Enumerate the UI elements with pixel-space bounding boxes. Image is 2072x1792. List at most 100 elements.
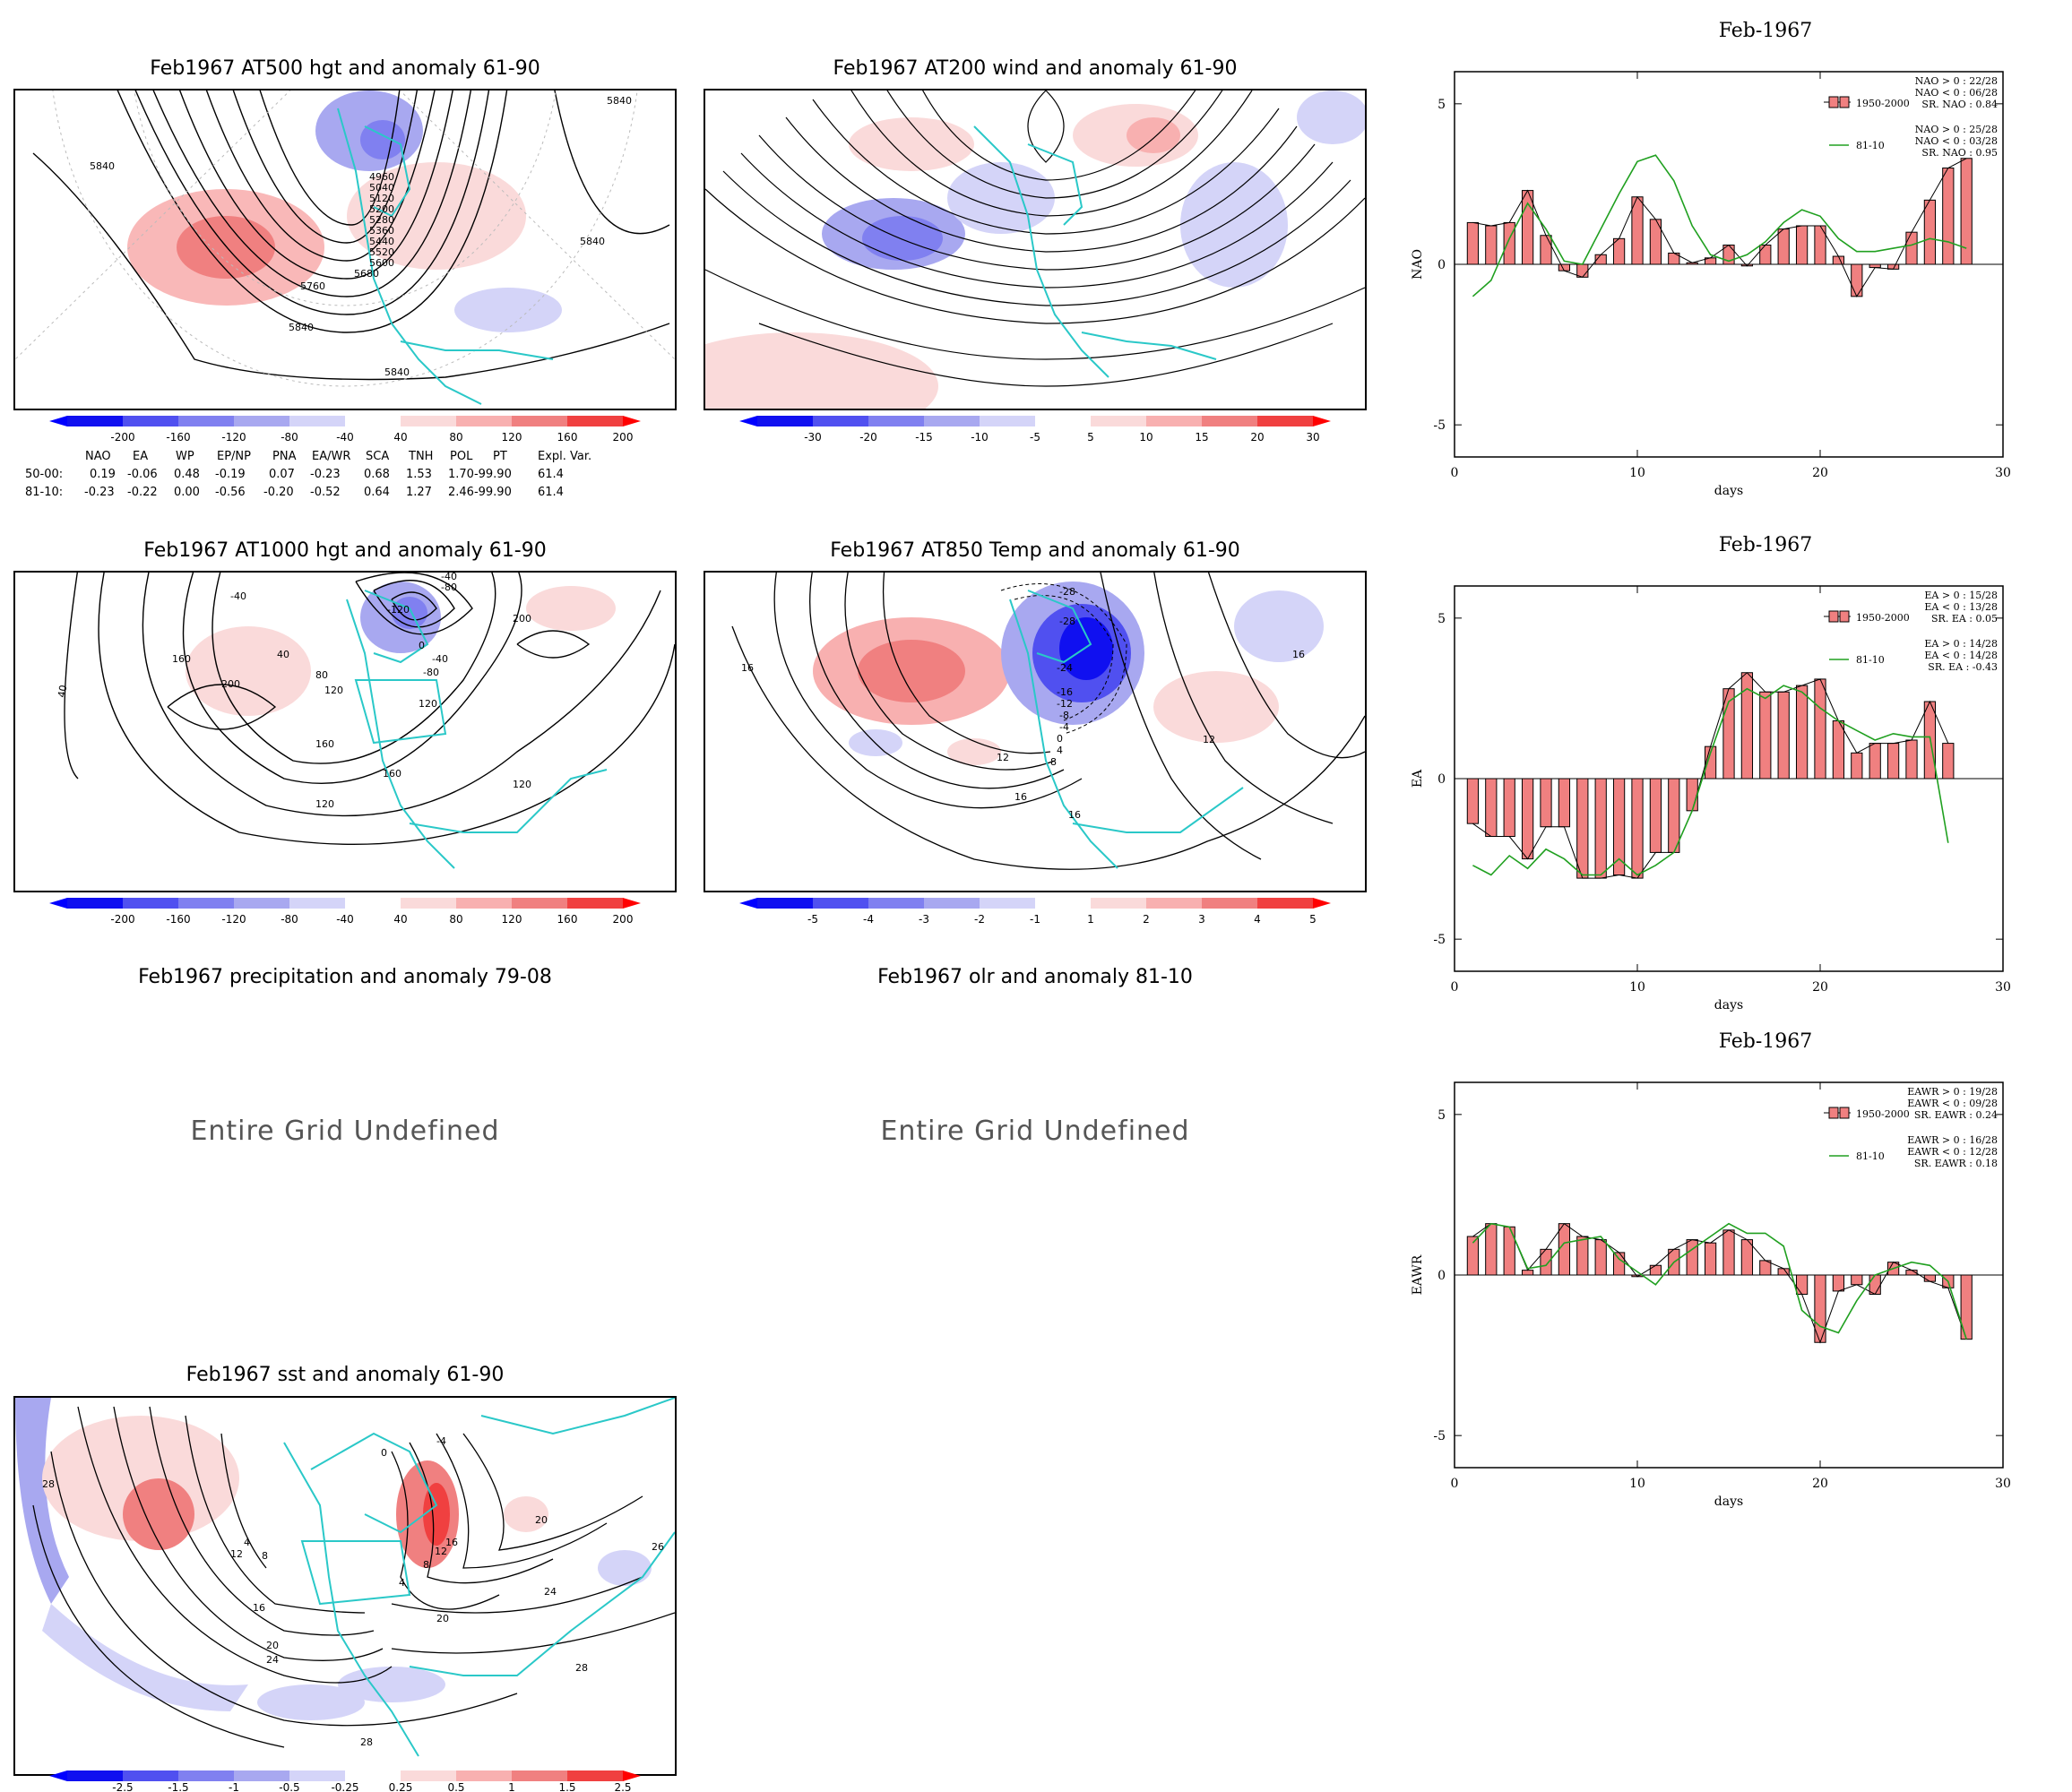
legend-label: 81-10 [1856, 1150, 1885, 1162]
legend-swatch-bar [1839, 610, 1850, 623]
legend-stat: EA < 0 : 14/28 [1924, 650, 1998, 661]
ts-title-ea: Feb-1967 [1718, 534, 1813, 556]
x-axis-label: days [1714, 484, 1743, 498]
contour-label: 5440 [369, 236, 394, 247]
colorbar-tick: -5 [807, 913, 818, 926]
legend-swatch-bar [1828, 1107, 1839, 1119]
index-value: -0.20 [263, 486, 294, 499]
colorbar-tick: -0.25 [331, 1781, 358, 1792]
colorbar-tick: 3 [1198, 913, 1205, 926]
x-tick-label: 10 [1629, 1477, 1645, 1491]
colorbar-z500: -200 -160 -120 -80 -40 40 80 120 160 200 [49, 416, 641, 444]
colorbar-tick: 5 [1309, 913, 1317, 926]
bar [1869, 743, 1881, 780]
contour-label: -4 [436, 1435, 446, 1447]
index-value: -0.52 [310, 486, 341, 499]
colorbar-tick: -40 [336, 431, 354, 444]
colorbar-tick: 120 [502, 913, 522, 926]
legend-stat: EA < 0 : 13/28 [1924, 601, 1998, 613]
legend-label: 1950-2000 [1856, 612, 1910, 624]
colorbar-tick: 2.5 [614, 1781, 631, 1792]
index-value: -0.19 [215, 468, 246, 481]
contour-label: 12 [1203, 734, 1215, 745]
bar [1960, 158, 1973, 265]
bar [1485, 1223, 1498, 1276]
colorbar-tick: -160 [166, 913, 190, 926]
bar [1832, 1274, 1845, 1292]
contour-label: 8 [423, 1559, 429, 1571]
x-tick-label: 20 [1812, 980, 1828, 995]
index-header: POL [450, 450, 473, 463]
legend-stat: SR. EA : 0.05 [1931, 613, 1998, 625]
bar [1558, 778, 1571, 828]
map-title-z500: Feb1967 AT500 hgt and anomaly 61-90 [150, 57, 540, 80]
index-table: NAO EA WP EP/NP PNA EA/WR SCA TNH POL PT… [25, 448, 652, 502]
series-line-81-10 [1472, 1222, 1967, 1340]
legend-stat: SR. EAWR : 0.18 [1914, 1158, 1998, 1169]
index-value: 0.00 [174, 486, 200, 499]
contour-label: 80 [315, 669, 328, 681]
index-value: 2.46-99.90 [448, 486, 512, 499]
contour-label: 28 [360, 1736, 373, 1748]
colorbar-tick: 160 [557, 431, 578, 444]
bar [1869, 1274, 1881, 1295]
index-header: EP/NP [217, 450, 251, 463]
index-value: -0.23 [84, 486, 115, 499]
colorbar-tick: -1.5 [168, 1781, 188, 1792]
map-w200 [705, 90, 1365, 409]
colorbar-tick: -3 [919, 913, 929, 926]
bar [1795, 685, 1809, 780]
contour-label: 4 [244, 1537, 250, 1548]
bar [1851, 263, 1863, 297]
legend-stat: NAO < 0 : 03/28 [1915, 135, 1998, 147]
map-z500: 5840 5840 5840 4960 5040 5120 5200 5280 … [15, 90, 675, 405]
bar [1923, 1274, 1937, 1282]
x-tick-label: 20 [1812, 466, 1828, 480]
colorbar-tick: -40 [336, 913, 354, 926]
contour-label: 24 [266, 1654, 279, 1666]
legend-stat: SR. NAO : 0.95 [1921, 147, 1998, 159]
series-line-1950-2000 [1472, 1223, 1967, 1344]
map-title-t850: Feb1967 AT850 Temp and anomaly 61-90 [830, 539, 1240, 562]
x-tick-label: 0 [1451, 466, 1459, 480]
contour-label: -28 [1059, 616, 1075, 627]
bar [1851, 1274, 1863, 1286]
bar [1466, 221, 1480, 265]
bar [1521, 1270, 1534, 1276]
index-value: 61.4 [538, 486, 564, 499]
index-header: EA [133, 450, 149, 463]
bar [1942, 743, 1955, 780]
contour-label: 160 [172, 653, 191, 665]
contour-label: -28 [1059, 586, 1075, 598]
index-header: Expl. Var. [538, 450, 592, 463]
contour-label: 16 [1292, 649, 1305, 660]
bar [1759, 691, 1772, 780]
bar [1521, 190, 1534, 265]
index-row-label: 50-00: [25, 468, 64, 481]
index-value: 0.48 [174, 468, 200, 481]
contour-label: -80 [441, 582, 457, 593]
bar [1503, 221, 1515, 265]
contour-label: 160 [315, 738, 334, 750]
index-header: PT [493, 450, 507, 463]
colorbar-tick: -2 [974, 913, 985, 926]
colorbar-tick: 4 [1254, 913, 1261, 926]
map-title-olr: Feb1967 olr and anomaly 81-10 [877, 966, 1193, 988]
colorbar-tick: -1 [229, 1781, 239, 1792]
colorbar-tick: -120 [221, 431, 246, 444]
legend-stat: SR. EAWR : 0.24 [1914, 1109, 1998, 1121]
contour-label: 120 [419, 698, 437, 710]
colorbar-tick: 20 [1250, 431, 1264, 444]
colorbar-tick: 15 [1195, 431, 1208, 444]
bar [1503, 778, 1515, 837]
legend-stat: EAWR > 0 : 19/28 [1907, 1086, 1998, 1098]
colorbar-w200: -30 -20 -15 -10 -5 5 10 15 20 30 [739, 416, 1331, 444]
colorbar-tick: 80 [449, 431, 462, 444]
contour-label: 4960 [369, 171, 394, 183]
contour-label: 200 [513, 613, 531, 625]
map-title-w200: Feb1967 AT200 wind and anomaly 61-90 [833, 57, 1238, 80]
bar [1740, 1239, 1754, 1276]
legend-stat: NAO > 0 : 22/28 [1915, 75, 1998, 87]
series-line-81-10 [1472, 154, 1967, 297]
bar [1649, 778, 1662, 853]
